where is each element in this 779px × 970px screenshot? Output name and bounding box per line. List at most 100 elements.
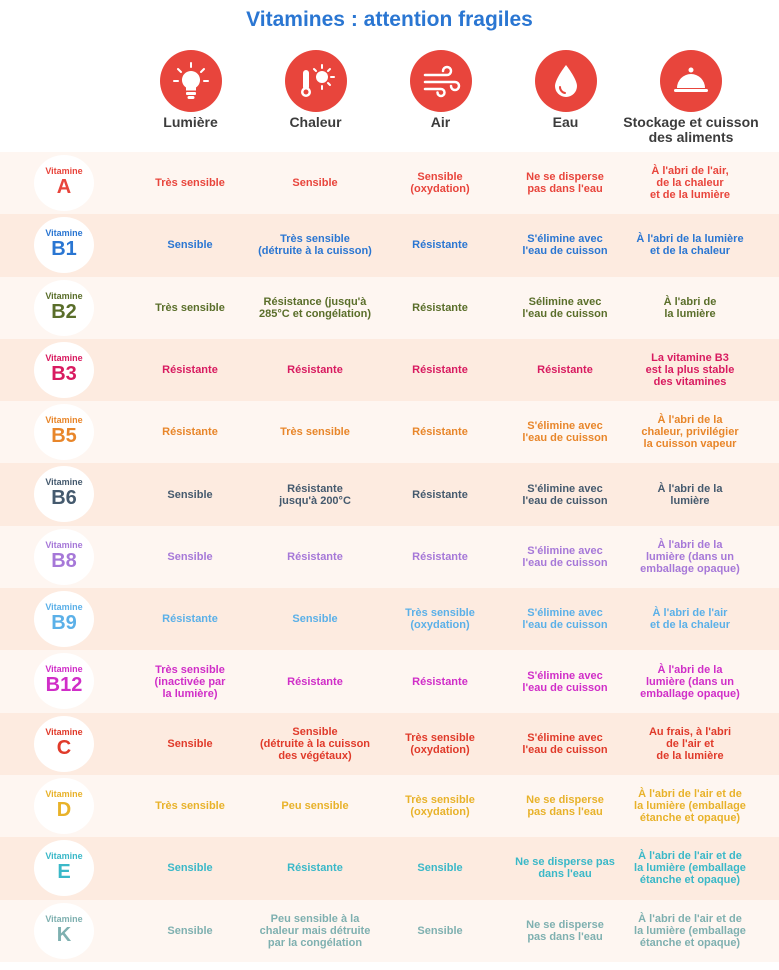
table-row: Vitamine B6 Sensible Résistante jusqu'à 200… — [0, 463, 779, 526]
vitamin-word: Vitamine — [45, 788, 83, 799]
table-cell: Très sensible — [155, 177, 225, 190]
vitamin-word: Vitamine — [45, 166, 83, 176]
table-cell: Résistance (jusqu'à 285°C et congélation… — [259, 295, 371, 320]
page-title: Vitamines : attention fragiles — [246, 8, 533, 31]
table-cell: S'élimine avec l'eau de cuisson — [522, 233, 608, 258]
table-cell: Très sensible (oxydation) — [405, 607, 475, 632]
table-cell: La vitamine B3 est la plus stable des vi… — [645, 352, 735, 389]
vitamin-table: Vitamine A Très sensible Sensible Sensible (… — [0, 152, 779, 962]
table-cell: Sensible — [167, 488, 213, 501]
vitamin-badge: Vitamine B9 — [34, 591, 94, 648]
table-cell: Résistante — [162, 613, 218, 626]
vitamin-letter: B3 — [51, 362, 77, 385]
column-label: Eau — [552, 114, 579, 130]
vitamin-letter: B8 — [51, 549, 77, 572]
table-cell: Résistante — [412, 239, 468, 252]
vitamin-letter: B2 — [51, 300, 77, 323]
table-cell: Peu sensible à la chaleur mais détruite … — [259, 912, 371, 949]
column-label: Chaleur — [289, 114, 342, 130]
column-header-air: Air — [378, 50, 503, 130]
table-cell: Sensible — [417, 924, 463, 937]
table-cell: Résistante — [412, 675, 468, 688]
vitamin-word: Vitamine — [45, 477, 83, 488]
vitamin-word: Vitamine — [45, 352, 83, 363]
table-cell: À l'abri de la lumière — [657, 482, 723, 507]
column-header-stockage: Stockage et cuisson des aliments — [617, 50, 765, 145]
table-row: Vitamine E Sensible Résistante Sensible Ne se… — [0, 837, 779, 900]
table-row: Vitamine B1 Sensible Très sensible (détruit… — [0, 214, 779, 277]
vitamin-badge: Vitamine C — [34, 715, 94, 772]
table-row: Vitamine B3 Résistante Résistante Résistante… — [0, 338, 779, 402]
vitamin-word: Vitamine — [45, 290, 83, 301]
vitamin-badge: Vitamine E — [34, 840, 94, 897]
table-cell: À l'abri de l'air, de la chaleur et de l… — [649, 165, 731, 202]
table-cell: À l'abri de l'air et de la lumière (emba… — [634, 912, 746, 949]
table-cell: Sensible — [167, 862, 213, 875]
vitamin-letter: A — [56, 176, 72, 198]
table-cell: Ne se disperse pas dans l'eau — [526, 918, 604, 943]
vitamin-letter: D — [56, 798, 72, 821]
table-cell: Sensible — [167, 924, 213, 937]
vitamin-badge: Vitamine B1 — [34, 217, 94, 274]
table-cell: Sensible — [417, 862, 463, 875]
table-cell: Au frais, à l'abri de l'air et de la lum… — [648, 725, 732, 762]
table-cell: S'élimine avec l'eau de cuisson — [522, 669, 608, 694]
vitamin-badge: Vitamine B8 — [34, 528, 94, 585]
table-cell: Résistante — [287, 550, 343, 563]
table-cell: Sélimine avec l'eau de cuisson — [522, 295, 608, 320]
table-row: Vitamine C Sensible Sensible (détruite à la… — [0, 712, 779, 775]
vitamin-letter: B9 — [51, 612, 77, 635]
table-cell: Sensible — [292, 613, 338, 626]
column-header-chaleur: Chaleur — [253, 50, 378, 130]
table-cell: À l'abri de l'air et de la lumière (emba… — [634, 788, 746, 825]
column-label: Air — [430, 114, 451, 130]
table-cell: Résistante — [412, 301, 468, 314]
table-cell: Sensible — [292, 177, 338, 190]
table-row: Vitamine B2 Très sensible Résistance (jusqu… — [0, 276, 779, 339]
table-cell: Peu sensible — [281, 800, 349, 813]
table-cell: Très sensible (détruite à la cuisson) — [258, 233, 372, 258]
thermometer-sun-icon — [284, 50, 347, 112]
vitamin-letter: E — [57, 861, 71, 884]
vitamin-word: Vitamine — [45, 913, 83, 924]
vitamin-word: Vitamine — [45, 228, 83, 239]
table-row: Vitamine B8 Sensible Résistante Résistante S'… — [0, 525, 779, 589]
vitamin-letter: K — [56, 923, 72, 946]
column-header-lumiere: Lumière — [128, 50, 253, 130]
column-label: Stockage et cuisson des aliments — [623, 114, 759, 145]
table-cell: À l'abri de la chaleur, privilégier la c… — [641, 414, 739, 451]
table-row: Vitamine A Très sensible Sensible Sensible (… — [0, 152, 779, 215]
vitamin-badge: Vitamine B5 — [34, 404, 94, 461]
table-cell: À l'abri de la lumière (dans un emballag… — [640, 538, 740, 575]
table-cell: Sensible — [167, 737, 213, 750]
table-cell: Sensible (détruite à la cuisson des végé… — [259, 725, 371, 762]
table-cell: Résistante — [287, 862, 343, 875]
table-cell: Très sensible — [155, 301, 225, 314]
vitamin-badge: Vitamine B6 — [34, 466, 94, 523]
table-cell: Résistante — [412, 550, 468, 563]
vitamin-badge: Vitamine K — [34, 902, 94, 959]
vitamin-word: Vitamine — [45, 539, 83, 550]
table-cell: S'élimine avec l'eau de cuisson — [522, 482, 608, 507]
vitamin-badge: Vitamine B3 — [34, 341, 94, 398]
table-row: Vitamine B5 Résistante Très sensible Résista… — [0, 401, 779, 464]
table-row: Vitamine B12 Très sensible (inactivée par … — [0, 650, 779, 713]
table-cell: Très sensible (oxydation) — [405, 794, 475, 819]
vitamin-badge: Vitamine D — [34, 777, 94, 834]
table-cell: Ne se disperse pas dans l'eau — [526, 171, 604, 196]
table-cell: Très sensible (inactivée par la lumière) — [154, 663, 226, 700]
vitamin-letter: C — [56, 736, 72, 759]
vitamin-word: Vitamine — [45, 851, 83, 862]
vitamin-badge: Vitamine A — [34, 155, 94, 211]
column-header-eau: Eau — [503, 50, 628, 130]
table-cell: Très sensible — [155, 800, 225, 813]
table-cell: S'élimine avec l'eau de cuisson — [522, 544, 608, 569]
table-row: Vitamine K Sensible Peu sensible à la chale… — [0, 899, 779, 962]
table-row: Vitamine D Très sensible Peu sensible Très s… — [0, 774, 779, 838]
table-cell: Résistante — [287, 675, 343, 688]
table-cell: Ne se disperse pas dans l'eau — [515, 856, 615, 881]
table-cell: S'élimine avec l'eau de cuisson — [522, 607, 608, 632]
table-cell: Sensible — [167, 550, 213, 563]
table-cell: Sensible — [167, 239, 213, 252]
table-cell: Résistante — [537, 364, 593, 377]
